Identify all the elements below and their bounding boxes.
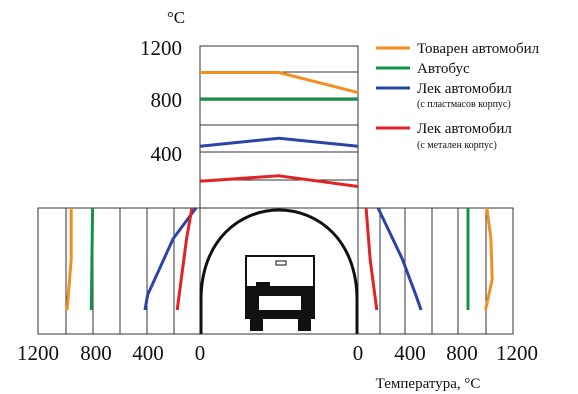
ceiling-line-plastic xyxy=(199,136,359,148)
legend: Товарен автомобил Автобус Лек автомобил … xyxy=(376,41,540,151)
left-wall-line-truck xyxy=(65,208,73,311)
right-wall-line-truck xyxy=(484,207,494,311)
wall-band xyxy=(37,207,514,335)
ceiling-tick-1200: 1200 xyxy=(140,36,182,60)
legend-label-bus: Автобус xyxy=(417,61,470,77)
ceiling-series-lines xyxy=(199,71,359,188)
ceiling-line-metal xyxy=(199,174,359,188)
ceiling-panel xyxy=(199,45,359,209)
legend-label-metal: Лек автомобил xyxy=(417,121,512,137)
right-tick-400: 400 xyxy=(394,341,426,365)
left-wall-line-bus xyxy=(89,207,95,311)
right-tick-1200: 1200 xyxy=(496,341,538,365)
wall-band-frame xyxy=(37,207,514,335)
tunnel-arch xyxy=(199,208,359,334)
right-wall-line-plastic xyxy=(376,207,423,311)
left-tick-1200: 1200 xyxy=(17,341,59,365)
legend-note-metal: (с метален корпус) xyxy=(417,140,497,151)
left-tick-400: 400 xyxy=(132,341,164,365)
left-wall-line-plastic xyxy=(143,207,198,311)
wall-series-lines xyxy=(65,207,494,311)
legend-label-truck: Товарен автомобил xyxy=(417,41,540,57)
left-tick-800: 800 xyxy=(80,341,112,365)
legend-label-plastic: Лек автомобил xyxy=(417,81,512,97)
unit-label: °C xyxy=(167,8,185,27)
ceiling-line-truck xyxy=(200,71,359,95)
left-tick-0: 0 xyxy=(195,341,206,365)
right-tick-800: 800 xyxy=(446,341,478,365)
legend-note-plastic: (с пластмасов корпус) xyxy=(417,99,511,110)
right-tick-0: 0 xyxy=(353,341,364,365)
ceiling-tick-800: 800 xyxy=(151,88,183,112)
vehicle-icon xyxy=(245,255,315,331)
left-wall-line-metal xyxy=(175,207,194,311)
right-wall-line-metal xyxy=(364,207,379,311)
x-axis-label: Температура, °C xyxy=(376,376,481,392)
ceiling-tick-400: 400 xyxy=(151,142,183,166)
